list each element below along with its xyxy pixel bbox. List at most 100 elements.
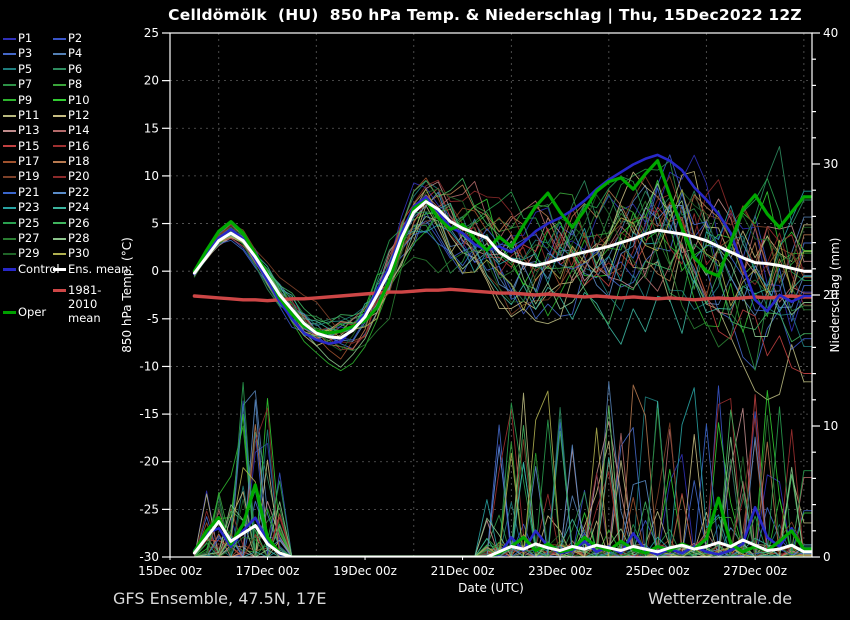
chart-title: Celldömölk (HU) 850 hPa Temp. & Niedersc… [168,6,802,24]
legend-item-p19: P19 [3,171,53,183]
legend-item-p3: P3 [3,48,53,60]
legend-swatch [53,130,66,133]
legend-item-p15: P15 [3,140,53,153]
left-tick-label: -10 [139,359,159,373]
legend-item-p20: P20 [53,171,131,183]
legend-swatch [53,237,66,240]
legend-swatch [53,68,66,71]
legend-label: P28 [68,231,90,246]
ensemble-member-precip-lines [193,381,812,557]
legend-swatch [53,289,66,292]
x-axis: 15Dec 00z 17Dec 00z 19Dec 00z 21Dec 00z 23De… [138,557,787,578]
legend-item-p10: P10 [53,92,131,107]
legend-swatch [53,222,66,225]
legend-swatch [3,237,16,240]
right-axis-title: Niederschlag (mm) [828,238,842,353]
left-tick-label: 15 [144,121,159,135]
plot-border [169,32,813,558]
x-tick-label: 27Dec 00z [723,564,787,578]
legend-label: P7 [18,77,33,92]
legend-label: P5 [18,61,33,76]
right-tick-label: 40 [823,26,838,40]
legend-swatch [3,191,16,194]
left-tick-label: -30 [139,550,159,564]
legend-label: P20 [68,169,90,184]
legend-swatch [53,37,66,40]
legend-label: Control [18,261,60,276]
legend-item-p13: P13 [3,125,53,137]
legend-swatch [3,53,16,56]
left-tick-label: 25 [144,26,159,40]
legend-swatch [3,130,16,133]
legend-label: P11 [18,107,40,122]
legend-swatch [3,37,16,40]
legend-label: Ens. mean [68,261,129,276]
legend-item-p14: P14 [53,125,131,137]
left-axis: 25 20 15 10 5 0 -5 -10 -15 -20 -25 -30 [139,26,170,564]
legend-item-p9: P9 [3,92,53,107]
left-tick-label: 20 [144,74,159,88]
left-tick-label: 10 [144,169,159,183]
legend-label: P23 [18,200,40,215]
gridlines [170,33,812,557]
legend-swatch [53,114,66,117]
x-tick-label: 21Dec 00z [431,564,495,578]
oper-line [192,159,812,557]
legend-item-p24: P24 [53,202,131,214]
legend-swatch [3,206,16,209]
legend-swatch [53,99,66,102]
left-tick-label: -20 [139,455,159,469]
legend-swatch [3,99,16,102]
legend-swatch [3,145,16,148]
legend-item-p2: P2 [53,32,131,45]
right-axis: 0 10 20 30 40 [812,26,838,564]
x-tick-label: 19Dec 00z [333,564,397,578]
legend-item-p5: P5 [3,61,53,76]
legend-label: P16 [68,138,90,153]
legend-extra: Oper 1981-2010 mean [3,283,131,325]
legend-item-p11: P11 [3,107,53,122]
legend-swatch [3,268,16,272]
legend-item-p28: P28 [53,233,131,245]
x-axis-title: Date (UTC) [458,581,524,595]
right-tick-label: 30 [823,157,838,171]
legend-swatch [3,176,16,179]
legend: P1 P2 P3 P4 P5 P6 P7 P8 P9 P10 P11 P12 P13 P14 P15 P16 P… [3,31,131,277]
legend-item-p1: P1 [3,30,53,45]
control-line [193,153,812,557]
left-tick-label: 0 [151,264,159,278]
legend-item-p7: P7 [3,79,53,91]
legend-label: P24 [68,200,90,215]
x-tick-label: 15Dec 00z [138,564,202,578]
legend-swatch [53,191,66,194]
legend-label: 1981-2010 mean [68,283,102,325]
legend-item-p6: P6 [53,63,131,76]
legend-swatch [3,311,16,315]
legend-item-p21: P21 [3,184,53,199]
legend-label: P10 [68,92,90,107]
legend-label: P22 [68,184,90,199]
legend-label: P9 [18,92,33,107]
legend-item-oper: Oper [3,300,53,325]
legend-label: P21 [18,184,40,199]
legend-label: Oper [18,304,47,319]
legend-label: P1 [18,30,33,45]
legend-swatch [53,206,66,209]
legend-label: P18 [68,154,90,169]
legend-swatch [53,160,66,163]
legend-item-clim-mean: 1981-2010 mean [53,283,131,325]
legend-swatch [53,53,66,56]
legend-item-control: Control [3,263,60,276]
legend-swatch [53,268,66,272]
legend-item-p16: P16 [53,138,131,153]
x-tick-label: 17Dec 00z [236,564,300,578]
legend-item-p30: P30 [53,248,131,260]
right-tick-label: 0 [823,550,831,564]
legend-item-p22: P22 [53,184,131,199]
legend-swatch [3,160,16,163]
legend-label: P14 [68,123,90,138]
clim-mean-line [192,287,812,303]
right-tick-label: 20 [823,288,838,302]
